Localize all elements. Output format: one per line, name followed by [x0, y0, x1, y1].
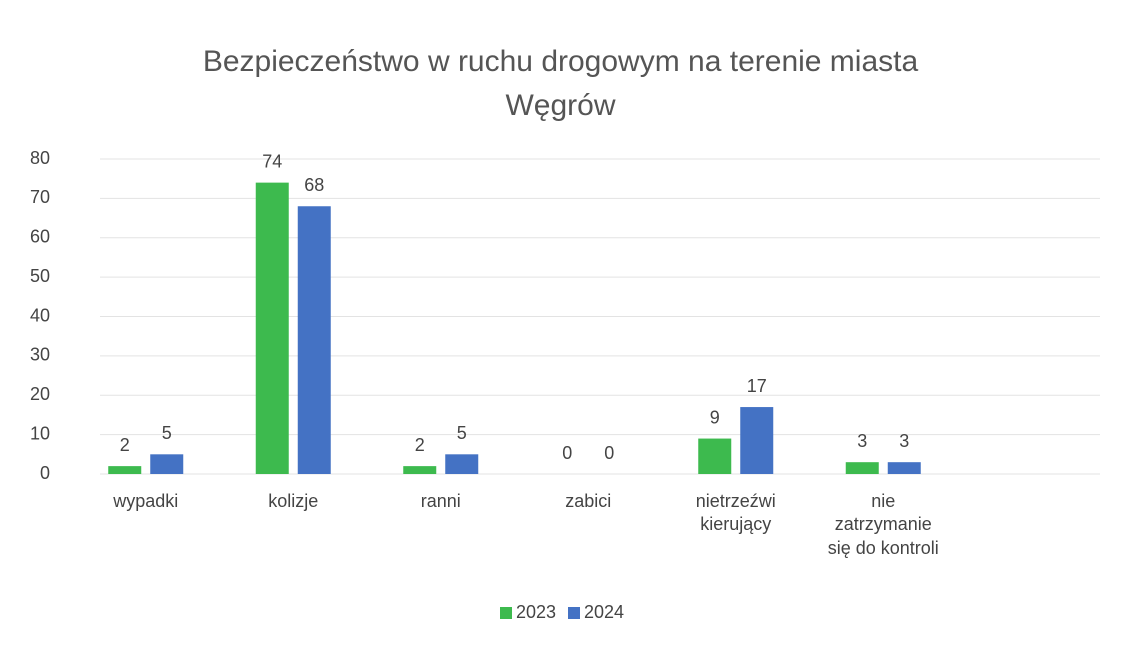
data-label: 3 [899, 431, 909, 451]
bar [108, 466, 142, 474]
data-label: 2 [120, 435, 130, 455]
y-tick-label: 0 [40, 463, 50, 483]
data-label: 3 [857, 431, 867, 451]
x-tick-label: zabici [565, 491, 612, 511]
data-label: 0 [604, 443, 614, 463]
bar [403, 466, 437, 474]
legend-label: 2024 [584, 602, 624, 622]
legend-swatch [568, 607, 580, 619]
y-tick-label: 70 [30, 187, 50, 207]
bar [255, 182, 289, 474]
data-label: 9 [710, 407, 720, 427]
bar [887, 462, 921, 474]
data-label: 5 [162, 423, 172, 443]
chart-title: Bezpieczeństwo w ruchu drogowym na teren… [202, 45, 919, 122]
y-tick-label: 20 [30, 384, 50, 404]
data-label: 2 [415, 435, 425, 455]
y-tick-label: 30 [30, 345, 50, 365]
y-tick-label: 10 [30, 423, 50, 443]
data-label: 68 [304, 175, 324, 195]
data-label: 0 [562, 443, 572, 463]
x-tick-label: nietrzeźwi kierujący [695, 491, 776, 535]
legend-swatch [500, 607, 512, 619]
bar [740, 407, 774, 474]
x-tick-label: wypadki [113, 491, 179, 511]
data-label: 74 [262, 151, 282, 171]
x-tick-label: nie zatrzymanie się do kontroli [827, 491, 939, 558]
legend-label: 2023 [516, 602, 556, 622]
y-tick-label: 40 [30, 305, 50, 325]
bar [445, 454, 479, 474]
data-label: 5 [457, 423, 467, 443]
data-label: 17 [747, 376, 767, 396]
x-tick-label: ranni [420, 491, 461, 511]
y-tick-label: 80 [30, 148, 50, 168]
y-tick-label: 60 [30, 227, 50, 247]
bar [698, 438, 732, 474]
bar [150, 454, 184, 474]
bar [845, 462, 879, 474]
x-tick-label: kolizje [268, 491, 319, 511]
y-tick-label: 50 [30, 266, 50, 286]
bar [297, 206, 331, 474]
